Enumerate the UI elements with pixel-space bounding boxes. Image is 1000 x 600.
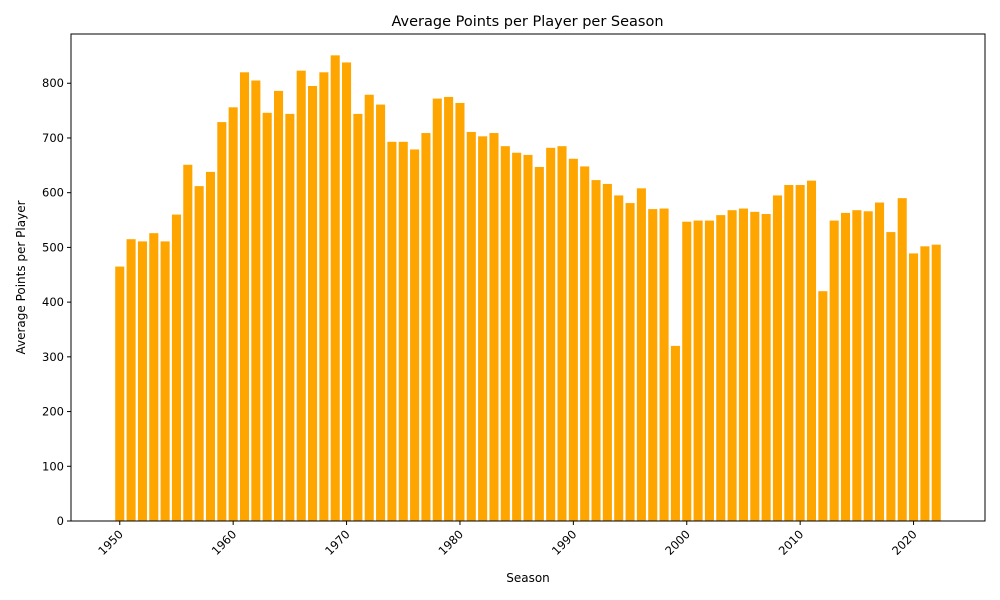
bar-1998 <box>659 208 669 522</box>
bar-2018 <box>886 232 896 521</box>
bar-2006 <box>750 211 760 521</box>
bar-1960 <box>228 107 238 521</box>
bar-1952 <box>137 241 147 521</box>
bar-1972 <box>364 94 374 522</box>
bar-1977 <box>421 133 431 522</box>
bar-1957 <box>194 186 204 521</box>
bar-2004 <box>727 210 737 521</box>
bar-1953 <box>149 233 159 521</box>
bar-2008 <box>772 195 783 522</box>
bar-2016 <box>863 211 873 522</box>
bar-1991 <box>580 166 590 522</box>
bar-1999 <box>670 345 680 521</box>
bar-1995 <box>625 203 635 521</box>
x-axis-label: Season <box>506 571 550 585</box>
bar-2007 <box>761 214 771 521</box>
bar-1990 <box>568 158 578 521</box>
bar-1964 <box>273 90 284 521</box>
bar-2011 <box>806 180 817 521</box>
bar-2003 <box>716 215 726 521</box>
bar-1976 <box>410 149 420 521</box>
bar-1988 <box>546 147 556 521</box>
bar-1968 <box>319 72 329 522</box>
bar-1994 <box>614 195 624 522</box>
bar-2012 <box>818 291 828 521</box>
bar-2014 <box>840 212 851 521</box>
chart-title: Average Points per Player per Season <box>391 14 663 30</box>
x-tick-label-1980: 1980 <box>435 527 466 558</box>
x-tick-label-1950: 1950 <box>95 527 126 558</box>
bar-1959 <box>217 122 227 521</box>
x-tick-label-1990: 1990 <box>549 527 580 558</box>
bar-2002 <box>704 220 714 521</box>
y-axis: 0 100 200 300 400 500 600 700 800 <box>42 76 71 528</box>
bar-1997 <box>648 209 658 521</box>
bar-1974 <box>387 141 397 522</box>
bars <box>115 55 941 522</box>
bar-1973 <box>376 104 386 521</box>
bar-1962 <box>251 80 261 521</box>
bar-1980 <box>455 102 465 521</box>
bar-1966 <box>296 70 306 521</box>
bar-2010 <box>795 185 805 521</box>
bar-1987 <box>534 166 544 521</box>
x-axis: 1950 1960 1970 1980 1990 2000 2010 2020 <box>95 521 920 558</box>
bar-1979 <box>444 96 454 522</box>
bar-1951 <box>126 239 136 521</box>
bar-2020 <box>909 253 919 522</box>
bar-2009 <box>784 185 794 521</box>
y-tick-label-700: 700 <box>42 131 64 145</box>
x-tick-label-1970: 1970 <box>322 527 353 558</box>
bar-1984 <box>500 146 510 522</box>
bar-1989 <box>557 146 567 522</box>
x-tick-label-2010: 2010 <box>776 527 807 558</box>
x-tick-label-2020: 2020 <box>889 527 920 558</box>
bar-1996 <box>636 188 646 521</box>
bar-1983 <box>489 133 499 522</box>
x-tick-label-1960: 1960 <box>209 527 240 558</box>
bar-1986 <box>523 154 533 521</box>
bar-1993 <box>602 183 612 521</box>
bar-2021 <box>920 246 930 521</box>
y-tick-label-300: 300 <box>42 350 64 364</box>
bar-1975 <box>398 141 408 522</box>
y-tick-label-500: 500 <box>42 240 64 254</box>
bar-1969 <box>330 55 340 522</box>
bar-1967 <box>308 85 318 521</box>
bar-1950 <box>115 266 125 521</box>
y-axis-label: Average Points per Player <box>14 200 28 354</box>
y-tick-label-200: 200 <box>42 405 64 419</box>
bar-1965 <box>285 113 295 521</box>
bar-2022 <box>931 244 941 522</box>
bar-2019 <box>897 198 907 521</box>
bar-2017 <box>875 202 885 521</box>
bar-1970 <box>342 62 352 521</box>
bar-1985 <box>512 152 522 522</box>
bar-2001 <box>693 220 703 521</box>
bar-2005 <box>738 208 748 522</box>
bar-2015 <box>852 210 862 521</box>
x-tick-label-2000: 2000 <box>662 527 693 558</box>
bar-1992 <box>591 180 601 521</box>
bar-1961 <box>239 72 250 522</box>
bar-1981 <box>466 131 476 521</box>
y-tick-label-400: 400 <box>42 295 64 309</box>
y-tick-label-800: 800 <box>42 76 64 90</box>
y-tick-label-100: 100 <box>42 459 64 473</box>
bar-1971 <box>353 113 363 521</box>
plot-frame <box>70 33 986 522</box>
bar-1982 <box>478 136 488 521</box>
bar-1954 <box>160 241 170 521</box>
bar-2013 <box>829 220 839 521</box>
y-tick-label-600: 600 <box>42 186 64 200</box>
bar-1955 <box>171 214 181 521</box>
bar-1956 <box>183 164 193 521</box>
y-tick-label-0: 0 <box>57 514 64 528</box>
bar-1978 <box>432 98 442 521</box>
bar-1958 <box>205 171 216 521</box>
bar-2000 <box>682 221 692 521</box>
bar-1963 <box>262 112 272 522</box>
